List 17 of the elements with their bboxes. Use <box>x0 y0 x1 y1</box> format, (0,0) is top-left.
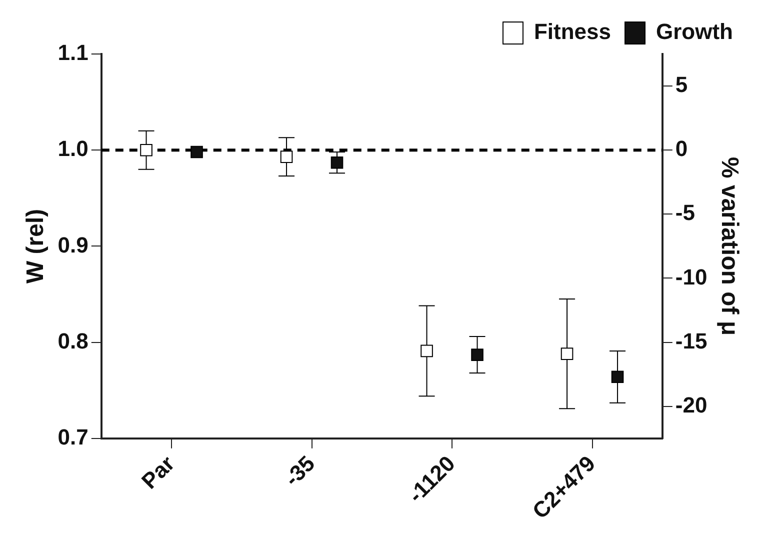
y2-tick-label: -15 <box>675 328 708 354</box>
y2-tick-label: -10 <box>675 264 708 290</box>
y-tick-label: 0.8 <box>58 328 88 354</box>
y2-tick-label: 5 <box>675 72 688 98</box>
y-tick-label: 1.0 <box>58 136 88 162</box>
y-axis-title: W (rel) <box>22 208 50 284</box>
x-tick-label: Par <box>136 450 180 494</box>
legend-label: Fitness <box>534 19 612 44</box>
y2-axis-title: % variation of μ <box>716 156 743 336</box>
y-tick-label: 0.9 <box>58 232 88 258</box>
legend-label: Growth <box>656 19 734 44</box>
y-tick-label: 1.1 <box>58 40 88 66</box>
y2-tick-label: -20 <box>675 392 708 418</box>
y2-tick-label: -5 <box>675 200 695 226</box>
y-tick-label: 0.7 <box>58 424 88 450</box>
y2-tick-label: 0 <box>675 136 688 162</box>
x-tick-label: -35 <box>279 450 320 492</box>
